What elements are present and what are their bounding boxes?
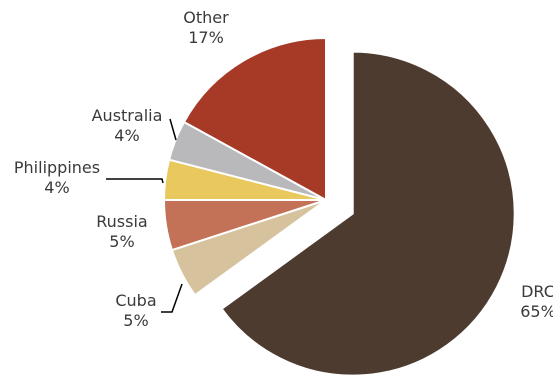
label-philippines-value: 4%: [44, 178, 69, 197]
label-cuba-value: 5%: [123, 311, 148, 330]
label-drc-value: 65%: [520, 302, 553, 321]
label-cuba-name: Cuba: [115, 291, 156, 310]
leader-philippines: [106, 178, 164, 184]
label-drc-name: DRC: [521, 282, 553, 301]
pie-slices: [162, 36, 516, 377]
label-australia-name: Australia: [92, 106, 163, 125]
slice-drc: [220, 50, 516, 377]
slice-labels: DRC65%Cuba5%Russia5%Philippines4%Austral…: [14, 8, 553, 330]
slice-other: [182, 36, 327, 202]
label-philippines-name: Philippines: [14, 158, 100, 177]
leader-australia: [169, 118, 177, 141]
label-russia-value: 5%: [109, 232, 134, 251]
label-russia-name: Russia: [96, 212, 147, 231]
label-other-value: 17%: [188, 28, 224, 47]
label-australia-value: 4%: [114, 126, 139, 145]
leader-lines: [106, 118, 183, 313]
leader-cuba: [161, 283, 183, 313]
label-other-name: Other: [183, 8, 229, 27]
